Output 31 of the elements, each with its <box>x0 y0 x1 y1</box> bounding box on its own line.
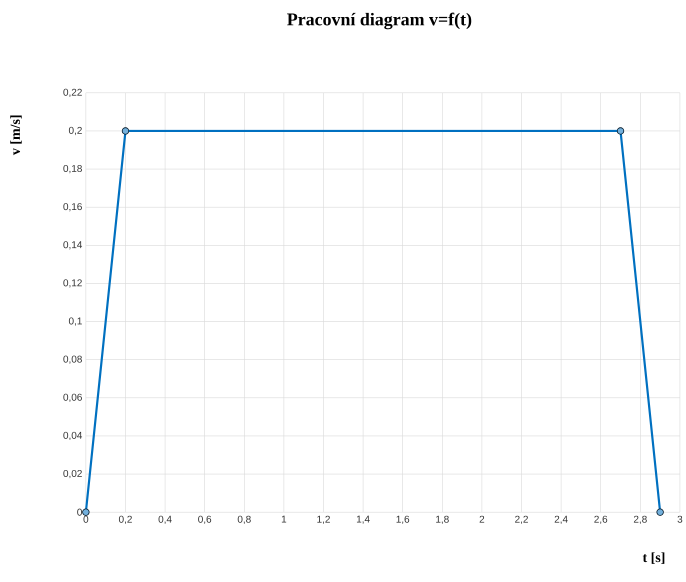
x-tick-label: 2,8 <box>634 516 647 524</box>
y-tick-label: 0,02 <box>63 470 82 478</box>
x-tick-label: 2 <box>480 516 484 523</box>
x-tick-label: 0,2 <box>118 516 132 524</box>
x-tick-label: 1,4 <box>356 516 370 524</box>
x-tick-label: 0,8 <box>238 516 251 524</box>
x-tick-label: 0,4 <box>158 516 172 524</box>
y-tick-label: 0,2 <box>68 126 82 136</box>
x-tick-label: 1,2 <box>317 516 330 524</box>
x-tick-label: 1,8 <box>436 516 449 524</box>
y-tick-label: 0 <box>77 508 82 516</box>
x-tick-label: 2,2 <box>515 516 528 524</box>
y-tick-label: 0,06 <box>63 394 82 402</box>
y-tick-label: 0,08 <box>63 356 82 364</box>
x-tick-label: 1,6 <box>396 516 410 524</box>
y-tick-label: 0,22 <box>63 88 82 97</box>
y-tick-label: 0,1 <box>68 317 82 326</box>
y-tick-label: 0,14 <box>63 241 82 250</box>
chart-title: Pracovní diagram v=f(t) <box>287 12 472 30</box>
x-tick-label: 1 <box>282 516 286 522</box>
x-tick-label: 0 <box>83 516 88 523</box>
y-tick-label: 0,16 <box>63 203 82 212</box>
x-tick-label: 3 <box>678 516 682 523</box>
y-tick-label: 0,12 <box>63 279 82 288</box>
y-axis-title: v [m/s] <box>10 115 22 156</box>
x-tick-label: 2,6 <box>594 516 608 524</box>
x-tick-label: 0,6 <box>198 516 212 524</box>
y-tick-label: 0,18 <box>63 164 82 174</box>
y-tick-label: 0,04 <box>63 432 82 440</box>
x-axis-title: t [s] <box>642 552 664 564</box>
x-tick-label: 2,4 <box>554 516 568 524</box>
